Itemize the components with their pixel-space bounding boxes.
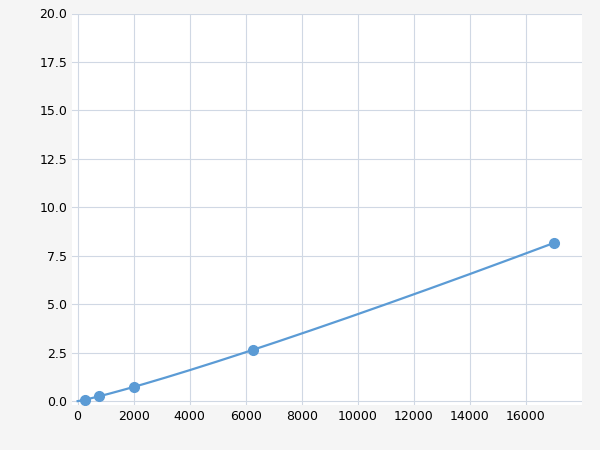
Point: [248, 346, 257, 354]
Point: [80, 396, 89, 403]
Point: [129, 383, 139, 391]
Point: [94, 393, 103, 400]
Point: [549, 239, 559, 247]
